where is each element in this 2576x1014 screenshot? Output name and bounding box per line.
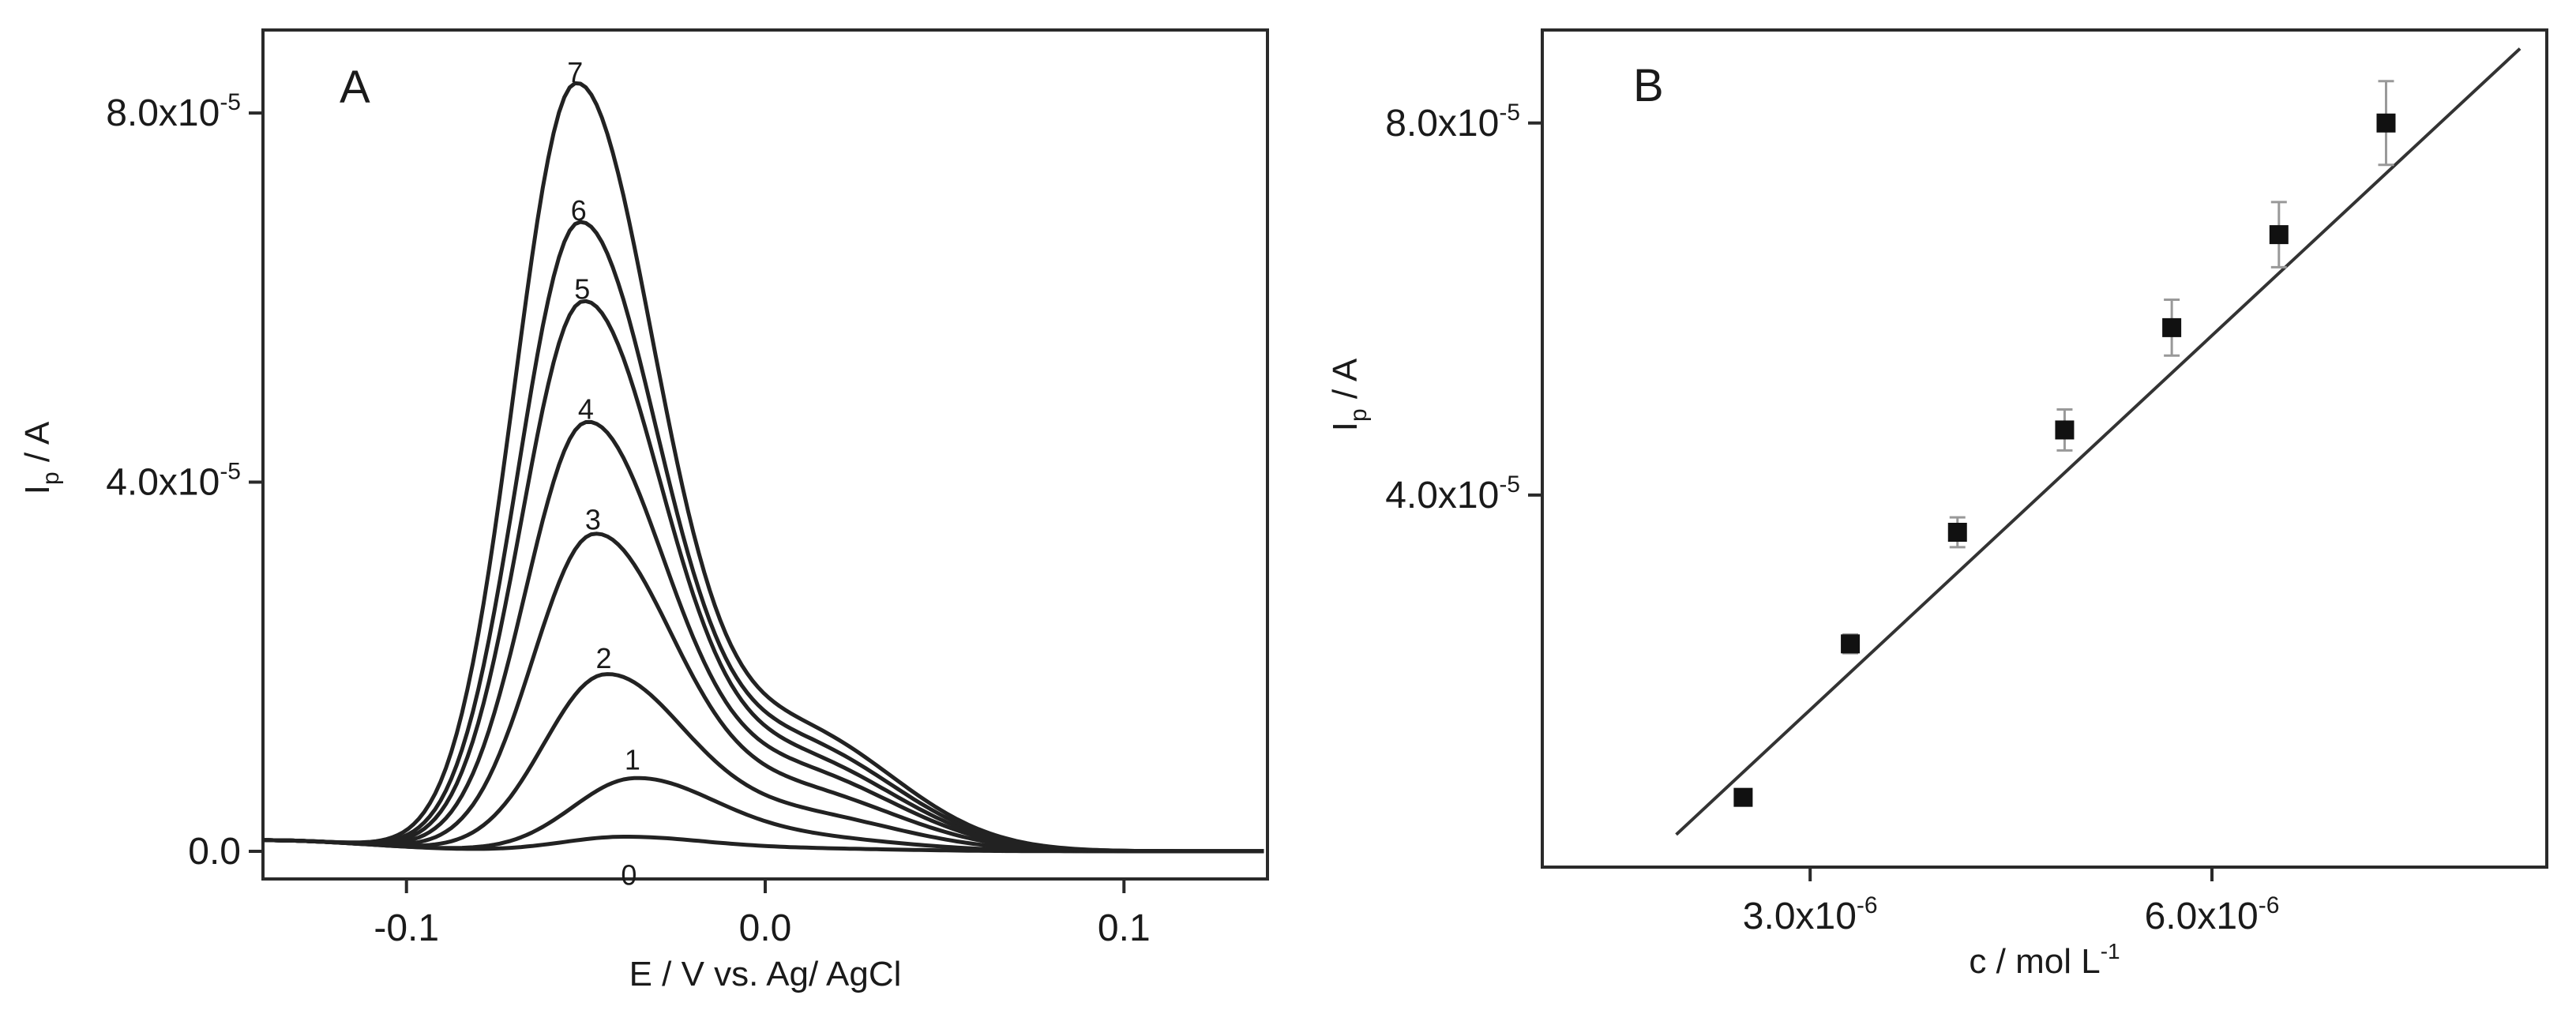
panel-b-point-4	[2162, 317, 2182, 337]
panel-b-x-axis-title: c / mol L-1	[1969, 939, 2120, 981]
panel-b-x-tick-label-1-base: 6.0x10	[2145, 896, 2259, 937]
panel-a-x-axis-title: E / V vs. Ag/ AgCl	[629, 955, 902, 993]
curve-label-6: 6	[571, 194, 587, 227]
panel-b-x-tick-label-1-exp: -6	[2259, 892, 2280, 918]
panel-a-y-tick-label-0: 0.0	[188, 831, 241, 873]
panel-b-point-3	[2055, 420, 2075, 440]
panel-b-point-2	[1947, 523, 1967, 542]
curve-7	[263, 81, 1264, 854]
panel-b-point-6	[2376, 113, 2396, 133]
panel-b-frame	[1541, 28, 2548, 869]
curve-label-2: 2	[596, 642, 612, 674]
panel-b-x-tick-label-0: 3.0x10-6	[1743, 892, 1878, 937]
panel-a-frame	[261, 28, 1269, 881]
panel-b-y-tick-label-0: 4.0x10-5	[1385, 471, 1520, 516]
panel-a-letter: A	[340, 62, 370, 113]
panel-a-y-axis-title-main: I	[18, 485, 57, 494]
panel-b-x-tick-label-0-exp: -6	[1857, 892, 1878, 918]
panel-a-y-axis-title-rest: / A	[18, 421, 57, 471]
panel-a-y-tick-label-2-exp: -5	[220, 89, 241, 115]
panel-b-y-tick-label-1: 8.0x10-5	[1385, 100, 1520, 145]
panel-b-y-axis: 4.0x10-58.0x10-5	[1385, 100, 1542, 516]
panel-a-y-tick-label-0-base: 0.0	[188, 831, 241, 873]
panel-b-y-tick-label-1-base: 8.0x10	[1385, 103, 1499, 145]
panel-a-y-tick-label-2-base: 8.0x10	[106, 92, 220, 134]
curve-label-4: 4	[578, 392, 594, 425]
panel-a-x-axis: -0.1 0.0 0.1	[374, 879, 1151, 949]
curve-label-5: 5	[574, 272, 590, 305]
panel-b-letter: B	[1633, 60, 1664, 111]
panel-b-y-tick-label-0-base: 4.0x10	[1385, 475, 1499, 516]
panel-b-y-axis-title-sub: p	[1346, 408, 1372, 422]
curve-6	[263, 220, 1264, 854]
panel-a-curve-labels: 0 1 2 3 4 5 6 7	[567, 56, 640, 892]
panel-b-x-axis-title-main: c / mol L	[1969, 942, 2100, 981]
panel-a-y-axis: 0.04.0x10-58.0x10-5	[106, 89, 263, 873]
panel-b: B 3.0x10-6 6.0x10-6 4.0x10-58.0x10-5 c / …	[1326, 28, 2548, 981]
curve-5	[263, 299, 1264, 854]
curve-label-3: 3	[585, 504, 601, 536]
panel-b-y-tick-label-1-exp: -5	[1499, 100, 1520, 126]
panel-b-y-tick-label-0-exp: -5	[1499, 471, 1520, 498]
panel-b-y-axis-title: Ip / A	[1326, 358, 1372, 431]
panel-a-x-tick-label-0: -0.1	[374, 907, 439, 949]
panel-a-x-tick-label-1: 0.0	[739, 907, 792, 949]
panel-b-y-axis-title-rest: / A	[1326, 358, 1365, 408]
panel-b-x-axis: 3.0x10-6 6.0x10-6	[1743, 867, 2280, 937]
curve-label-7: 7	[567, 56, 583, 88]
curve-label-1: 1	[625, 743, 640, 776]
panel-b-x-tick-label-1: 6.0x10-6	[2145, 892, 2280, 937]
panel-b-fit-line	[1675, 47, 2522, 836]
panel-b-point-1	[1841, 634, 1861, 654]
panel-a-curves	[263, 81, 1264, 854]
panel-a-y-tick-label-1: 4.0x10-5	[106, 459, 241, 504]
panel-a-y-tick-label-2: 8.0x10-5	[106, 89, 241, 134]
panel-b-points	[1733, 80, 2396, 807]
panel-a-y-axis-title: Ip / A	[18, 421, 64, 494]
panel-b-y-axis-title-main: I	[1326, 422, 1365, 431]
panel-b-point-5	[2269, 225, 2289, 245]
curve-label-0: 0	[621, 858, 636, 891]
panel-a-y-axis-title-sub: p	[38, 471, 64, 485]
panel-b-x-axis-title-exp: -1	[2101, 939, 2120, 963]
panel-b-point-0	[1733, 787, 1753, 807]
panel-a-y-tick-label-1-exp: -5	[220, 459, 241, 485]
panel-a-y-tick-label-1-base: 4.0x10	[106, 462, 220, 504]
panel-b-x-tick-label-0-base: 3.0x10	[1743, 896, 1857, 937]
panel-a-x-tick-label-2: 0.1	[1098, 907, 1151, 949]
curve-4	[263, 419, 1264, 854]
